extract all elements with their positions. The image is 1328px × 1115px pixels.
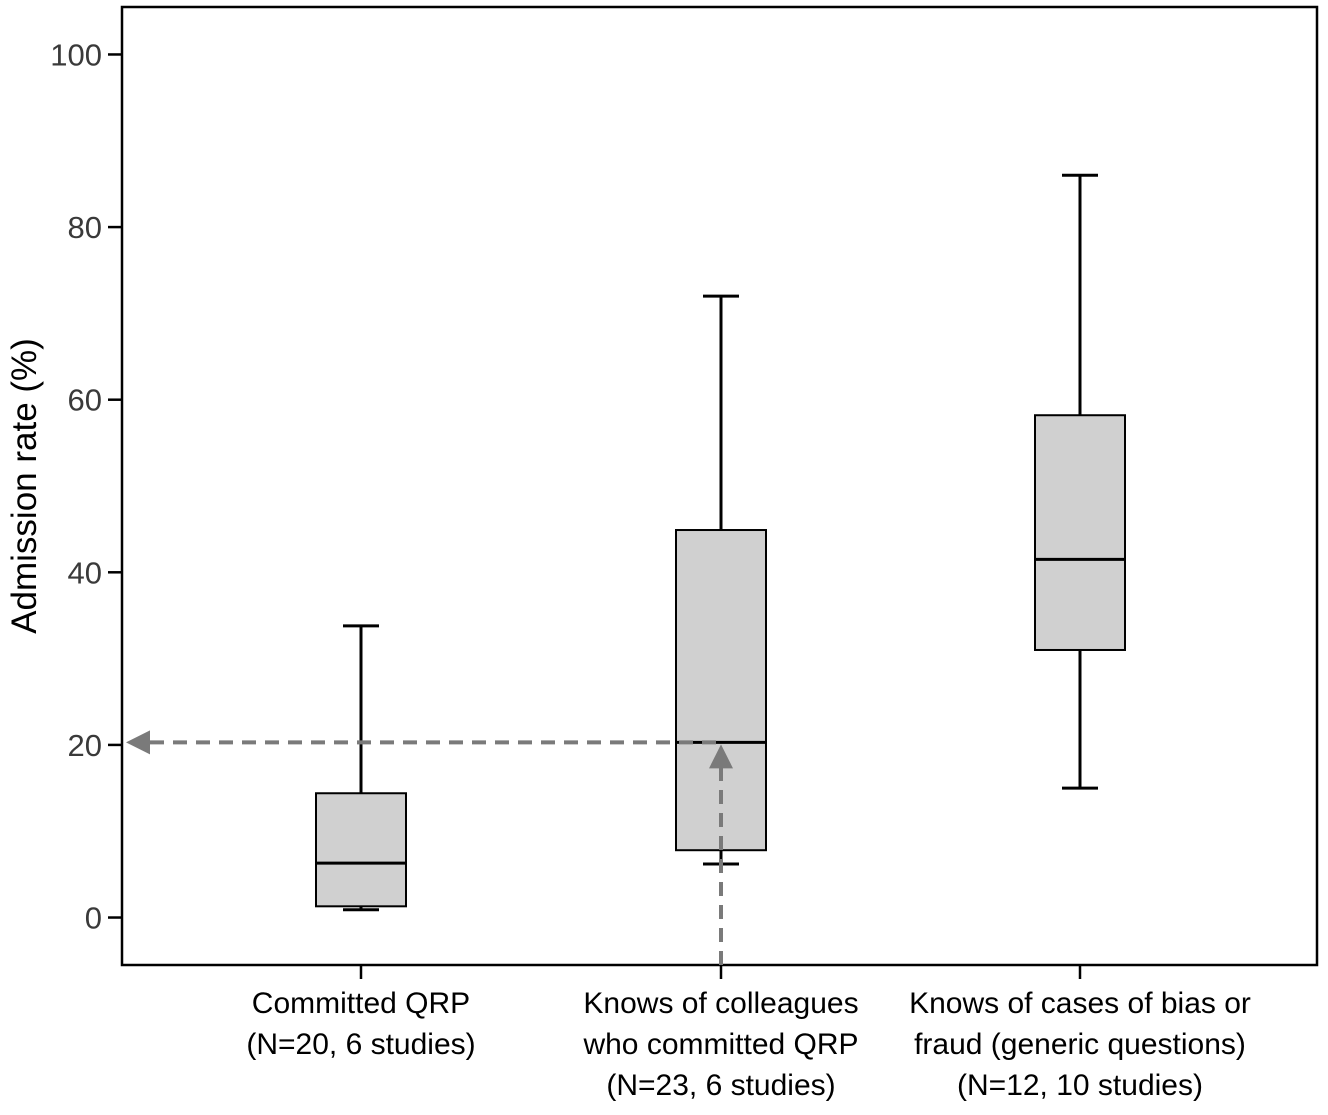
category-label-0: Committed QRP (N=20, 6 studies) [246, 987, 475, 1061]
left-arrowhead [126, 730, 150, 755]
y-tick-label-20: 20 [68, 728, 102, 763]
y-axis: 0 20 40 60 80 100 [50, 37, 122, 936]
box-2 [1034, 173, 1126, 790]
y-tick-label-100: 100 [50, 37, 102, 72]
category-label-line: Knows of cases of bias or [909, 987, 1251, 1020]
y-tick-label-0: 0 [85, 901, 102, 936]
category-label-line: Committed QRP [252, 987, 470, 1020]
up-arrowhead [709, 744, 733, 769]
x-axis: Committed QRP (N=20, 6 studies) Knows of c… [246, 965, 1251, 1102]
category-label-line: (N=20, 6 studies) [246, 1028, 475, 1061]
y-tick-label-80: 80 [68, 210, 102, 245]
category-label-line: who committed QRP [582, 1028, 858, 1061]
y-tick-label-40: 40 [68, 555, 102, 590]
box-series [315, 173, 1126, 912]
iqr-box [315, 792, 407, 908]
category-label-line: (N=23, 6 studies) [606, 1069, 835, 1102]
category-label-1: Knows of colleagues who committed QRP (N=2… [582, 987, 858, 1102]
y-axis-label: Admission rate (%) [5, 338, 44, 634]
box-0 [315, 624, 407, 912]
category-label-line: fraud (generic questions) [914, 1028, 1246, 1061]
category-label-line: (N=12, 10 studies) [957, 1069, 1203, 1102]
category-label-line: Knows of colleagues [583, 987, 858, 1020]
category-label-2: Knows of cases of bias or fraud (generic … [909, 987, 1251, 1102]
iqr-box [1034, 414, 1126, 651]
y-tick-label-60: 60 [68, 383, 102, 418]
median-annotation [126, 730, 733, 965]
